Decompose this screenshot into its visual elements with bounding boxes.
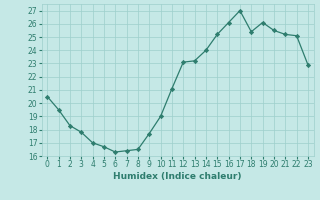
X-axis label: Humidex (Indice chaleur): Humidex (Indice chaleur) bbox=[113, 172, 242, 181]
